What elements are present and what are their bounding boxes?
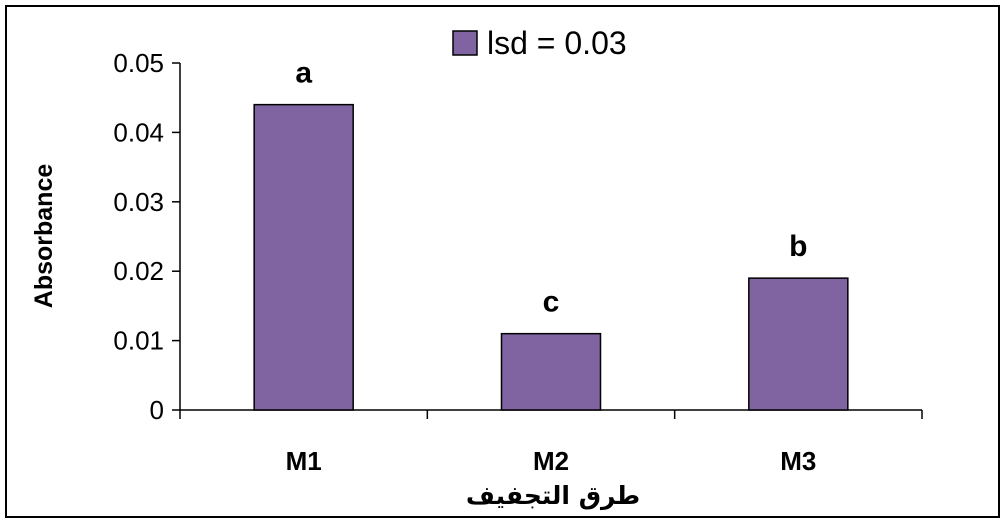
legend: lsd = 0.03: [452, 25, 627, 61]
x-tick-label: M3: [780, 446, 816, 476]
y-tick-label: 0.04: [113, 117, 164, 147]
bar-m2: [500, 332, 602, 411]
x-tick-label: M1: [286, 446, 322, 476]
data-label: a: [295, 57, 312, 90]
data-label: b: [789, 230, 807, 263]
y-tick-label: 0: [150, 395, 164, 425]
legend-swatch: [452, 30, 478, 56]
x-axis-title: طرق التجفيف: [466, 481, 640, 511]
y-tick-label: 0.01: [113, 326, 164, 356]
legend-label: lsd = 0.03: [487, 25, 627, 61]
bar-m3: [748, 277, 849, 411]
y-tick-label: 0.05: [113, 48, 164, 78]
bar-m1: [253, 103, 354, 411]
chart-frame: [5, 5, 1000, 518]
x-tick-label: M2: [533, 446, 569, 476]
y-tick-label: 0.03: [113, 187, 164, 217]
y-axis-title: Absorbance: [30, 164, 58, 309]
y-tick-label: 0.02: [113, 256, 164, 286]
data-label: c: [543, 286, 560, 319]
